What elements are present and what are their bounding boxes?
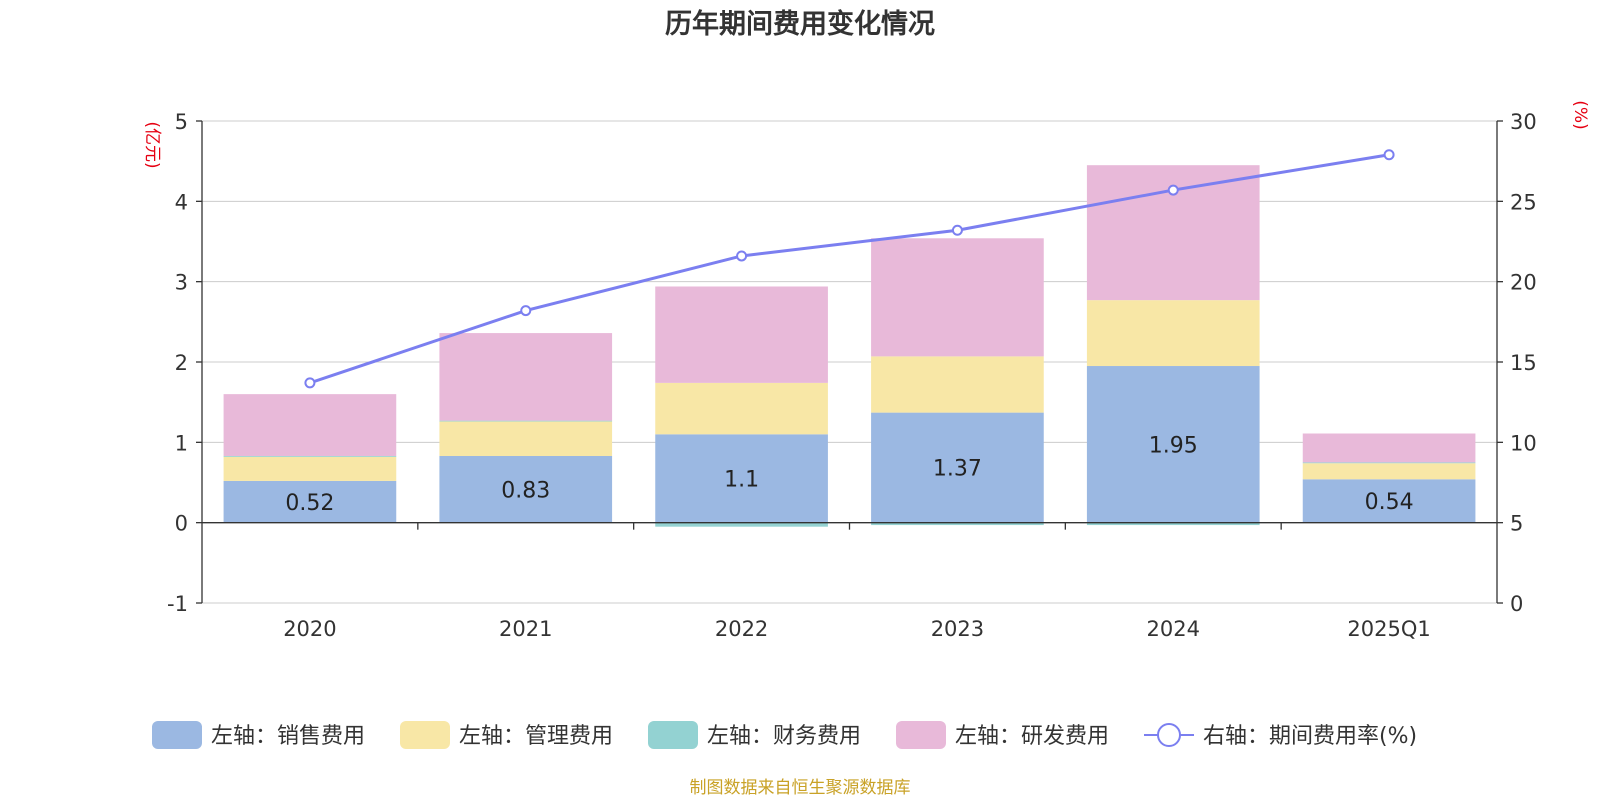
grid-lines bbox=[202, 120, 1497, 604]
left-tick-label: 5 bbox=[175, 110, 188, 134]
legend-label: 左轴：销售费用 bbox=[211, 724, 365, 749]
chart-title: 历年期间费用变化情况 bbox=[665, 8, 935, 40]
x-tick-label: 2021 bbox=[499, 617, 552, 641]
bar-segment bbox=[439, 421, 613, 456]
x-tick-label: 2024 bbox=[1147, 617, 1200, 641]
rate-line-series bbox=[304, 149, 1395, 389]
legend-label: 右轴：期间费用率(%) bbox=[1203, 724, 1417, 749]
rate-point bbox=[736, 250, 748, 262]
right-axis-unit: (%) bbox=[1570, 100, 1590, 129]
axes: -1 0 1 2 3 4 5 0 5 10 15 20 25 30 2020 2021 2022 2023 2024… bbox=[167, 110, 1537, 641]
left-tick-label: 2 bbox=[175, 351, 188, 375]
bar-data-label: 0.83 bbox=[501, 478, 550, 503]
bar-segment bbox=[1086, 300, 1260, 367]
bar-segment bbox=[655, 382, 828, 435]
legend-item: 右轴：期间费用率(%) bbox=[1144, 723, 1417, 749]
left-axis-unit: (亿元) bbox=[142, 121, 162, 168]
x-tick-label: 2025Q1 bbox=[1347, 617, 1430, 641]
right-tick-label: 15 bbox=[1510, 351, 1537, 375]
legend-swatch bbox=[896, 721, 946, 749]
right-tick-label: 0 bbox=[1510, 592, 1523, 616]
legend-swatch bbox=[648, 721, 698, 749]
bar-segment bbox=[223, 455, 397, 457]
rate-point bbox=[1167, 184, 1179, 196]
bar-data-label: 0.52 bbox=[285, 491, 334, 516]
bar-segment bbox=[439, 455, 613, 523]
left-tick-label: 4 bbox=[175, 190, 188, 214]
bar-segment bbox=[871, 412, 1044, 523]
bar-segment bbox=[655, 434, 828, 523]
bar-segment bbox=[871, 238, 1044, 357]
rate-line bbox=[309, 153, 1390, 385]
source-note: 制图数据来自恒生聚源数据库 bbox=[690, 778, 911, 798]
bar-segment bbox=[1302, 479, 1476, 523]
rate-point bbox=[304, 377, 316, 389]
bar-segment bbox=[1086, 366, 1260, 523]
x-tick-label: 2020 bbox=[283, 617, 336, 641]
bar-segment bbox=[439, 420, 613, 422]
rate-point bbox=[1383, 149, 1395, 161]
bar-segment bbox=[871, 356, 1044, 413]
x-tick-label: 2022 bbox=[715, 617, 768, 641]
bar-segment bbox=[1302, 462, 1476, 464]
bar-data-label: 0.54 bbox=[1365, 490, 1414, 515]
bar-data-label: 1.1 bbox=[724, 467, 759, 492]
right-tick-label: 30 bbox=[1510, 110, 1537, 134]
right-tick-label: 20 bbox=[1510, 271, 1537, 295]
bar-segment bbox=[223, 394, 397, 456]
legend-item: 左轴：研发费用 bbox=[896, 721, 1109, 749]
legend-marker bbox=[1157, 723, 1181, 747]
legend: 左轴：销售费用 左轴：管理费用 左轴：财务费用 左轴：研发费用 右轴：期间费用率(%) bbox=[152, 721, 1417, 749]
bar-segment bbox=[223, 480, 397, 523]
bar-data-label: 1.95 bbox=[1149, 433, 1198, 458]
bar-segment bbox=[223, 456, 397, 481]
bar-segment bbox=[1302, 433, 1476, 463]
legend-item: 左轴：销售费用 bbox=[152, 721, 365, 749]
right-tick-label: 5 bbox=[1510, 512, 1523, 536]
legend-label: 左轴：研发费用 bbox=[955, 724, 1109, 749]
left-tick-label: 1 bbox=[175, 431, 188, 455]
left-tick-label: 3 bbox=[175, 271, 188, 295]
right-tick-label: 10 bbox=[1510, 431, 1537, 455]
bar-segment bbox=[1302, 463, 1476, 480]
x-tick-label: 2023 bbox=[931, 617, 984, 641]
legend-label: 左轴：管理费用 bbox=[459, 724, 613, 749]
bar-segment bbox=[871, 522, 1044, 526]
legend-swatch bbox=[152, 721, 202, 749]
bar-segment bbox=[655, 522, 828, 527]
rate-point bbox=[520, 305, 532, 317]
bar-series bbox=[223, 165, 1476, 527]
bar-segment bbox=[1086, 522, 1260, 526]
left-tick-label: 0 bbox=[175, 512, 188, 536]
legend-label: 左轴：财务费用 bbox=[707, 724, 861, 749]
legend-item: 左轴：财务费用 bbox=[648, 721, 861, 749]
legend-swatch bbox=[400, 721, 450, 749]
bar-data-label: 1.37 bbox=[933, 457, 982, 482]
rate-point bbox=[951, 224, 963, 236]
bar-segment bbox=[439, 333, 613, 421]
legend-item: 左轴：管理费用 bbox=[400, 721, 613, 749]
right-tick-label: 25 bbox=[1510, 190, 1537, 214]
bar-segment bbox=[655, 286, 828, 383]
data-labels: 0.52 0.83 1.1 1.37 1.95 0.54 bbox=[285, 433, 1413, 515]
left-tick-label: -1 bbox=[167, 592, 188, 616]
